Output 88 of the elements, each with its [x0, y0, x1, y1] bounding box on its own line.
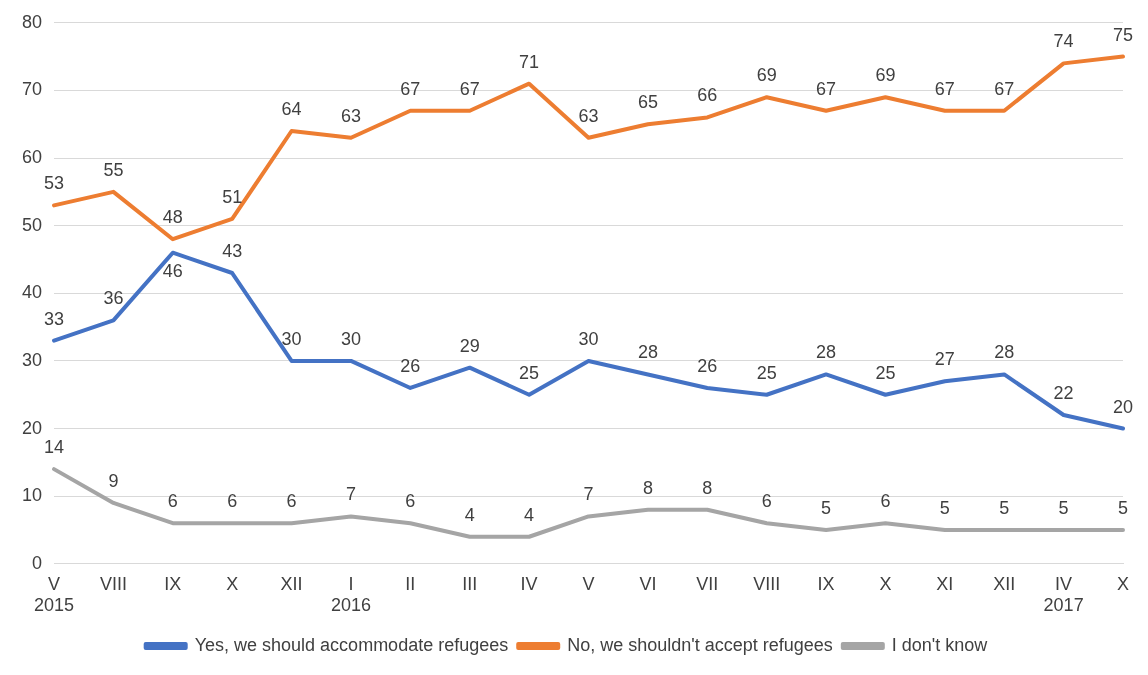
data-label: 63: [340, 105, 361, 126]
y-tick-label: 80: [21, 11, 43, 32]
data-label: 8: [702, 477, 713, 498]
y-tick-label: 0: [32, 552, 43, 573]
data-label: 69: [875, 65, 896, 86]
data-label: 14: [44, 437, 65, 458]
data-label: 5: [1117, 497, 1129, 518]
x-tick-label: VI: [639, 573, 657, 594]
data-label: 74: [1053, 31, 1074, 52]
x-tick-label: X: [1116, 573, 1130, 594]
y-tick-label: 30: [21, 349, 43, 370]
y-tick-label: 50: [21, 214, 43, 235]
data-label: 5: [999, 497, 1010, 518]
legend-label: I don't know: [891, 634, 989, 655]
data-label: 8: [642, 477, 653, 498]
data-label: 9: [108, 470, 119, 491]
x-tick-label: V 2015: [34, 573, 75, 616]
x-tick-label: V: [582, 573, 595, 594]
x-tick-label: IV: [520, 573, 538, 594]
data-label: 65: [637, 92, 658, 113]
data-label: 26: [400, 355, 421, 376]
x-tick-label: VII: [696, 573, 719, 594]
data-label: 6: [880, 491, 891, 512]
data-label: 28: [816, 342, 837, 363]
data-label: 7: [583, 484, 594, 505]
data-label: 67: [994, 78, 1015, 99]
x-tick-label: I 2016: [330, 573, 371, 616]
data-label: 67: [934, 78, 955, 99]
data-label: 6: [761, 491, 772, 512]
x-tick-label: XI: [936, 573, 954, 594]
y-tick-label: 20: [21, 417, 43, 438]
data-label: 26: [697, 355, 718, 376]
data-label: 6: [227, 491, 238, 512]
data-label: 25: [756, 362, 777, 383]
x-tick-label: IX: [164, 573, 182, 594]
data-label: 25: [875, 362, 896, 383]
data-label: 22: [1053, 382, 1074, 403]
x-tick-label: X: [226, 573, 239, 594]
data-label: 30: [578, 328, 599, 349]
data-label: 4: [464, 504, 475, 525]
y-tick-label: 40: [21, 282, 43, 303]
data-label: 25: [519, 362, 540, 383]
x-tick-label: XII: [280, 573, 303, 594]
data-label: 7: [345, 484, 356, 505]
data-label: 30: [340, 328, 361, 349]
x-tick-label: VIII: [753, 573, 781, 594]
y-tick-label: 60: [21, 147, 43, 168]
data-label: 4: [524, 504, 535, 525]
data-label: 20: [1112, 396, 1134, 417]
data-label: 5: [939, 497, 950, 518]
data-label: 6: [286, 491, 297, 512]
data-label: 28: [994, 342, 1015, 363]
x-tick-label: X: [879, 573, 892, 594]
data-label: 5: [1058, 497, 1069, 518]
data-label: 66: [697, 85, 718, 106]
data-label: 69: [756, 65, 777, 86]
legend-label: Yes, we should accommodate refugees: [194, 634, 509, 655]
data-label: 27: [934, 349, 955, 370]
x-tick-label: XII: [993, 573, 1016, 594]
data-label: 48: [162, 207, 183, 228]
x-tick-label: IV 2017: [1043, 573, 1084, 616]
data-label: 51: [222, 186, 243, 207]
data-label: 46: [162, 260, 183, 281]
data-label: 33: [44, 308, 65, 329]
data-label: 64: [281, 98, 302, 119]
data-label: 6: [405, 491, 416, 512]
data-label: 67: [400, 78, 421, 99]
data-label: 30: [281, 328, 302, 349]
y-tick-label: 70: [21, 79, 43, 100]
data-label: 6: [167, 491, 178, 512]
data-label: 75: [1112, 24, 1134, 45]
data-label: 36: [103, 288, 124, 309]
x-tick-label: II: [405, 573, 416, 594]
data-label: 55: [103, 159, 124, 180]
data-label: 63: [578, 105, 599, 126]
data-label: 67: [459, 78, 480, 99]
data-label: 53: [44, 173, 65, 194]
x-tick-label: VIII: [99, 573, 127, 594]
data-label: 29: [459, 335, 480, 356]
data-label: 28: [637, 342, 658, 363]
y-tick-label: 10: [21, 485, 43, 506]
x-tick-label: III: [462, 573, 478, 594]
x-tick-label: IX: [817, 573, 835, 594]
data-label: 5: [821, 497, 832, 518]
data-label: 43: [222, 240, 243, 261]
data-label: 71: [519, 51, 540, 72]
legend-label: No, we shouldn't accept refugees: [567, 634, 833, 655]
data-label: 67: [816, 78, 837, 99]
